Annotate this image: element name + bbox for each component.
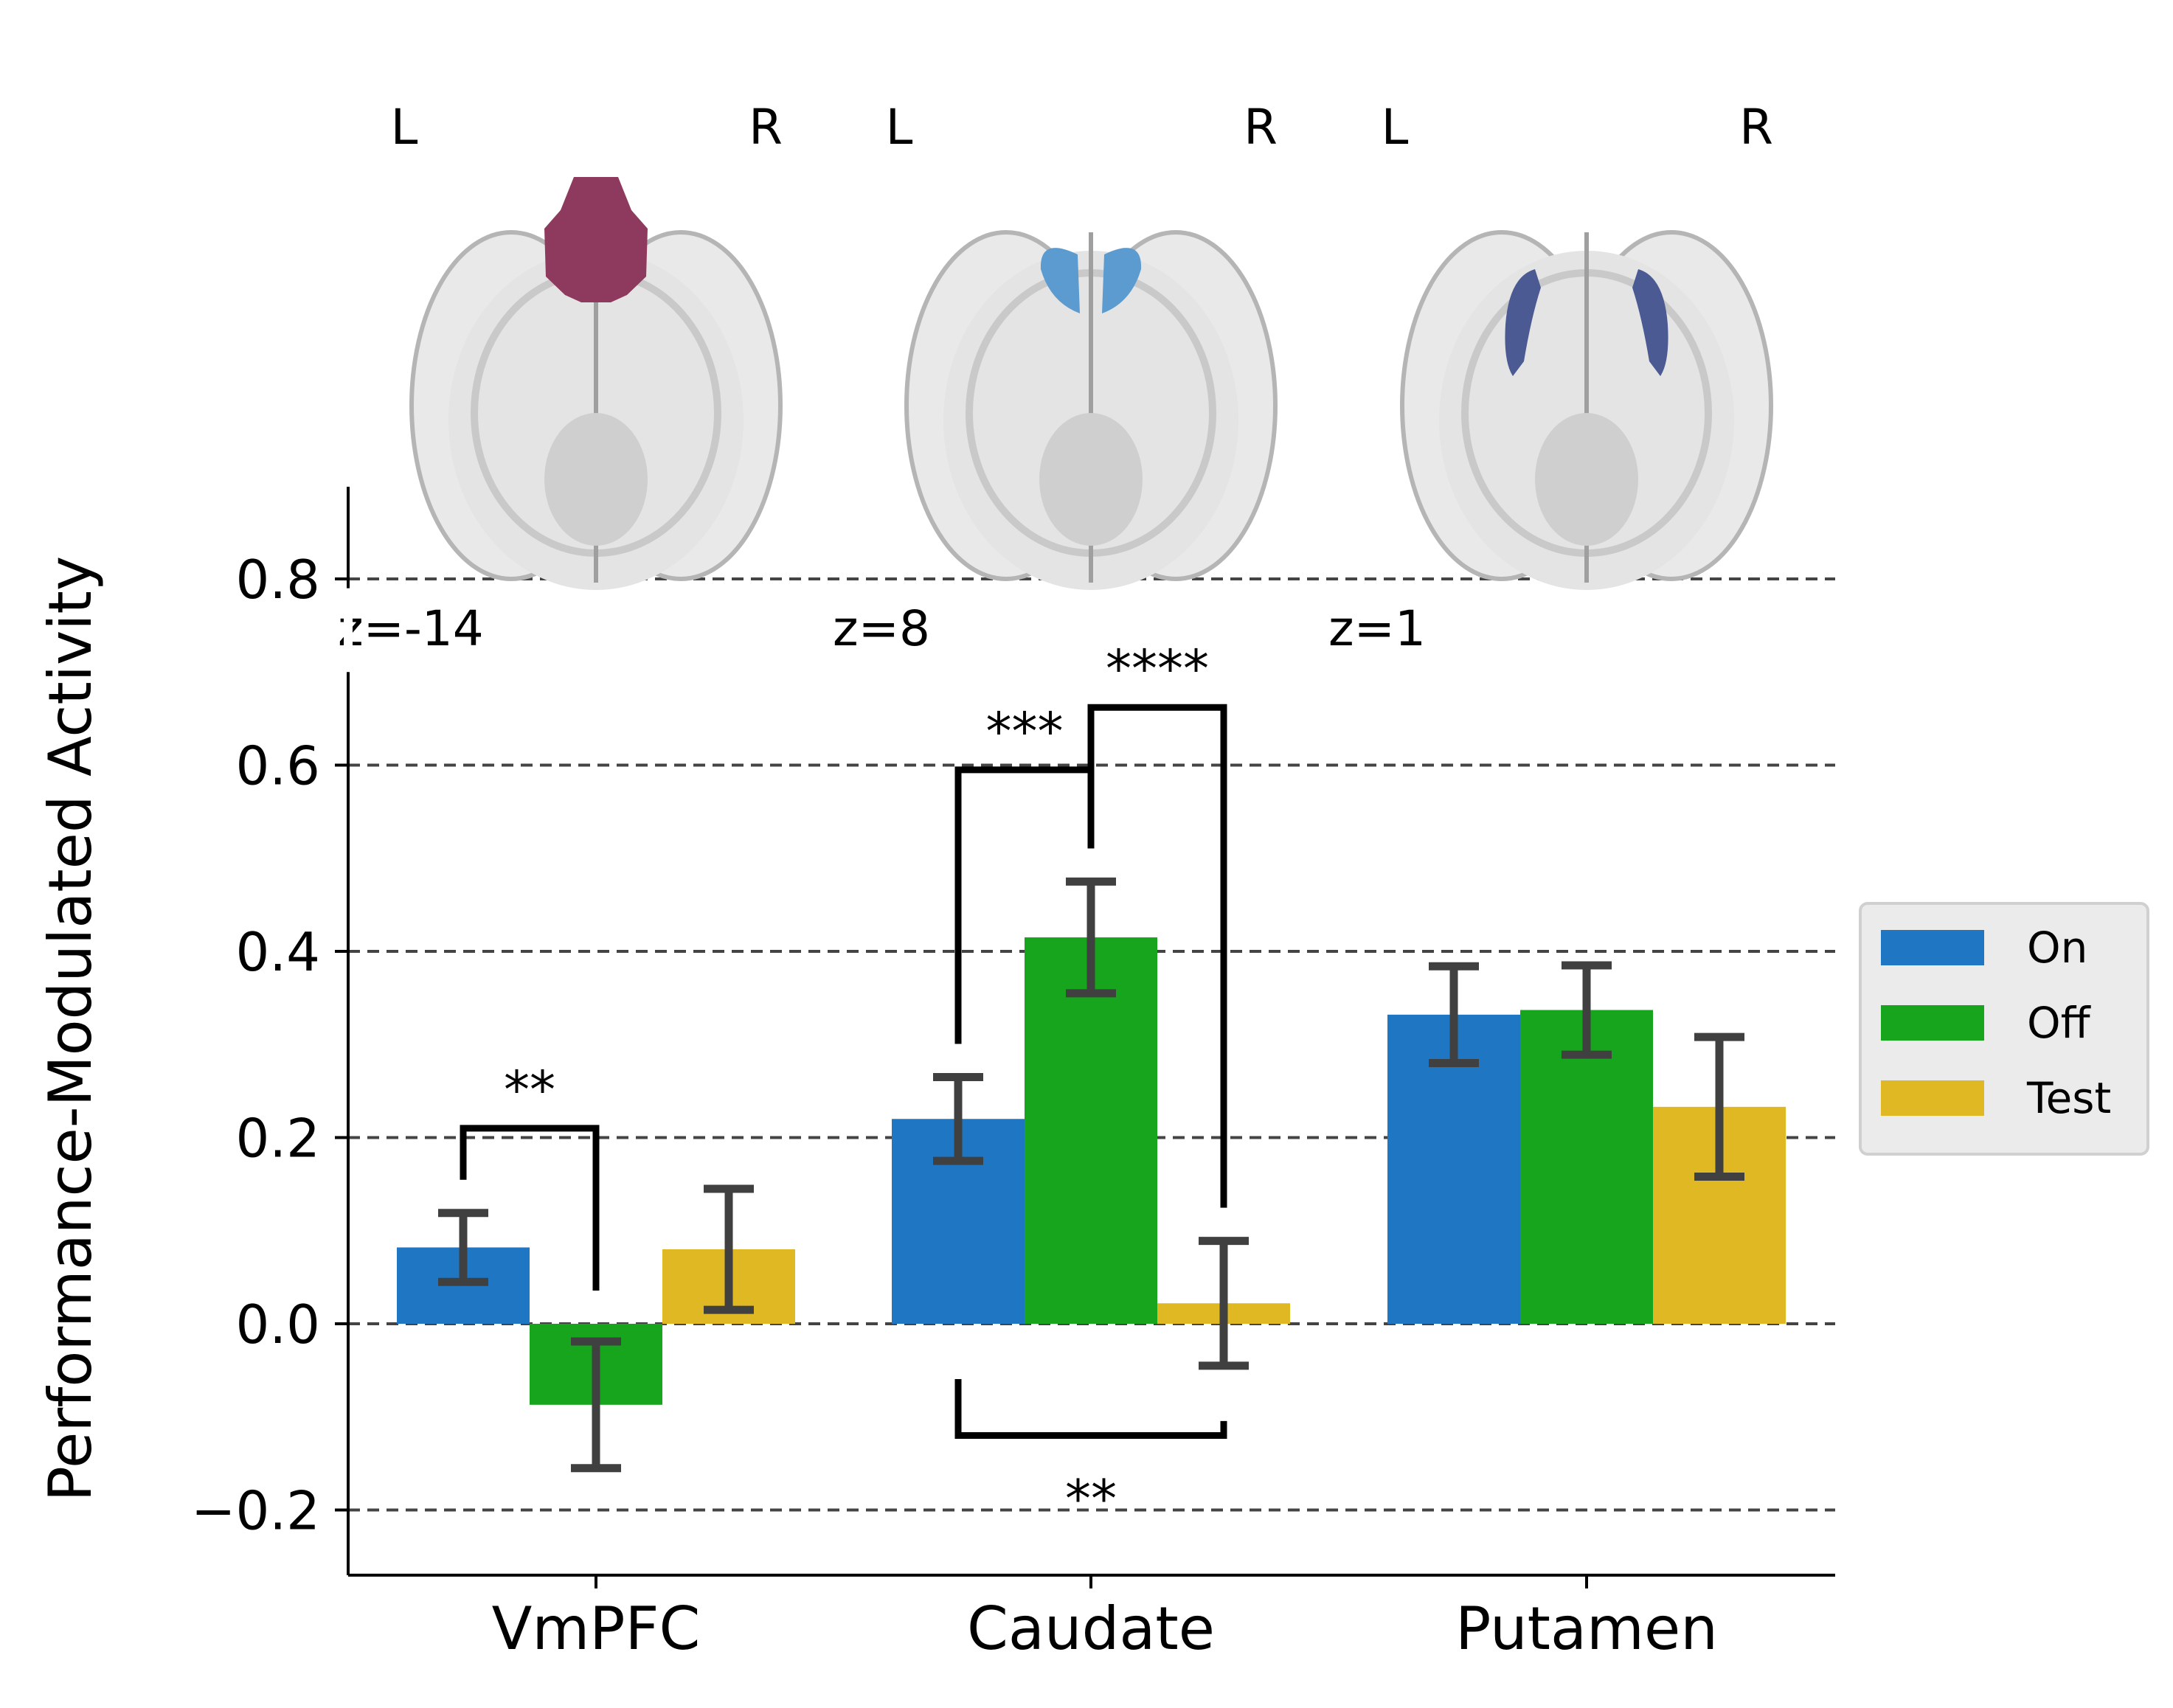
legend-label: On xyxy=(2027,923,2087,973)
error-bar xyxy=(933,1072,983,1165)
significance-label: ** xyxy=(504,1060,555,1120)
bars xyxy=(397,877,1786,1473)
significance-label: **** xyxy=(1106,639,1209,699)
error-bar xyxy=(1199,1237,1249,1370)
brain-right-label: R xyxy=(1739,99,1773,156)
legend-label: Test xyxy=(2026,1073,2111,1123)
legend-swatch xyxy=(1881,930,1984,965)
error-bar xyxy=(1429,962,1479,1067)
y-tick-label: 0.4 xyxy=(235,921,320,983)
brain-right-label: R xyxy=(749,99,783,156)
brain-slices: L Rz=-14 L Rz=8 L Rz=1 xyxy=(338,99,1773,657)
roi-caudate-left xyxy=(1040,248,1080,313)
brain-slice-putamen: L Rz=1 xyxy=(1328,99,1773,657)
significance-bracket: **** xyxy=(1087,639,1227,1208)
brain-slice-caudate: L Rz=8 xyxy=(833,99,1278,657)
roi-putamen-right xyxy=(1632,269,1668,376)
brain-left-label: L xyxy=(1382,99,1409,156)
legend: On Off Test xyxy=(1859,902,2149,1156)
significance-label: *** xyxy=(986,701,1064,762)
y-tick-label: 0.8 xyxy=(235,549,320,611)
brain-posterior xyxy=(1535,413,1638,546)
error-bar xyxy=(1066,877,1116,998)
roi-putamen-left xyxy=(1505,269,1541,376)
legend-label: Off xyxy=(2027,998,2092,1048)
brain-z-label: z=1 xyxy=(1328,600,1426,657)
error-bar xyxy=(438,1209,488,1286)
y-axis-break xyxy=(344,588,353,673)
error-bar xyxy=(571,1337,621,1473)
legend-entry-test: Test xyxy=(1881,1073,2111,1123)
significance-bracket: ** xyxy=(460,1060,600,1291)
brain-posterior xyxy=(544,413,648,546)
error-bar xyxy=(704,1184,754,1314)
bar-caudate-off xyxy=(1025,937,1157,1324)
legend-entry-off: Off xyxy=(1881,998,2092,1048)
brain-right-label: R xyxy=(1244,99,1278,156)
y-tick-label: 0.0 xyxy=(235,1294,320,1355)
x-tick-label: VmPFC xyxy=(492,1594,701,1663)
x-tick-label: Caudate xyxy=(967,1594,1215,1663)
brain-slice-vmpfc: L Rz=-14 xyxy=(338,99,783,657)
y-tick-label: −0.2 xyxy=(191,1480,320,1542)
significance-label: ** xyxy=(1065,1469,1117,1530)
brain-left-label: L xyxy=(391,99,418,156)
brain-z-label: z=-14 xyxy=(338,600,484,657)
roi-vmpfc xyxy=(544,177,648,302)
error-bar xyxy=(1694,1032,1744,1181)
significance-bracket: ** xyxy=(954,1379,1227,1530)
error-bar xyxy=(1562,961,1612,1059)
brain-posterior xyxy=(1039,413,1143,546)
brain-left-label: L xyxy=(886,99,913,156)
legend-entry-on: On xyxy=(1881,923,2087,973)
significance-brackets: *********** xyxy=(460,639,1227,1530)
roi-caudate-right xyxy=(1102,248,1142,313)
axes: −0.2 0.0 0.2 0.4 0.6 0.8 VmPFC Caudate Putamen xyxy=(191,487,1835,1663)
y-tick-label: 0.2 xyxy=(235,1108,320,1170)
legend-swatch xyxy=(1881,1080,1984,1116)
x-tick-label: Putamen xyxy=(1455,1594,1718,1663)
bar-putamen-off xyxy=(1520,1010,1653,1324)
y-tick-label: 0.6 xyxy=(235,735,320,797)
brain-z-label: z=8 xyxy=(833,600,930,657)
legend-swatch xyxy=(1881,1005,1984,1041)
y-axis-label: Performance-Modulated Activity xyxy=(36,556,105,1502)
